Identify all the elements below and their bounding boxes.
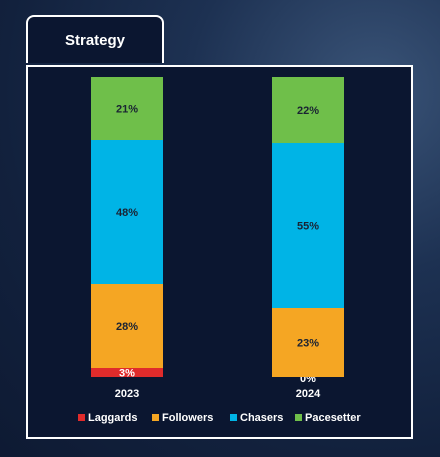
data-label-laggards-2023: 3% [119, 368, 135, 380]
x-tick-label-2023: 2023 [115, 388, 139, 400]
bar-segment-chasers-2024 [272, 143, 344, 308]
data-label-followers-2023: 28% [116, 321, 138, 333]
legend-swatch-chasers [230, 414, 237, 421]
bar-segment-followers-2023 [91, 284, 163, 368]
data-label-chasers-2024: 55% [297, 221, 319, 233]
legend-swatch-laggards [78, 414, 85, 421]
tab-strategy[interactable]: Strategy [26, 15, 164, 63]
legend-swatch-pacesetter [295, 414, 302, 421]
bar-segment-pacesetter-2024 [272, 77, 344, 143]
legend-label-chasers: Chasers [240, 412, 283, 424]
data-label-pacesetter-2024: 22% [297, 105, 319, 117]
legend-label-followers: Followers [162, 412, 213, 424]
tab-strategy-label: Strategy [64, 31, 126, 49]
bar-segment-followers-2024 [272, 308, 344, 377]
bar-segment-laggards-2023 [91, 368, 163, 377]
data-label-pacesetter-2023: 21% [116, 104, 138, 116]
data-label-chasers-2023: 48% [116, 207, 138, 219]
legend-swatch-followers [152, 414, 159, 421]
chart-panel [26, 65, 413, 439]
legend-label-pacesetter: Pacesetter [305, 412, 361, 424]
bar-segment-pacesetter-2023 [91, 77, 163, 140]
x-tick-label-2024: 2024 [296, 388, 321, 400]
data-label-followers-2024: 23% [297, 338, 319, 350]
bar-segment-chasers-2023 [91, 140, 163, 284]
legend-label-laggards: Laggards [88, 412, 138, 424]
